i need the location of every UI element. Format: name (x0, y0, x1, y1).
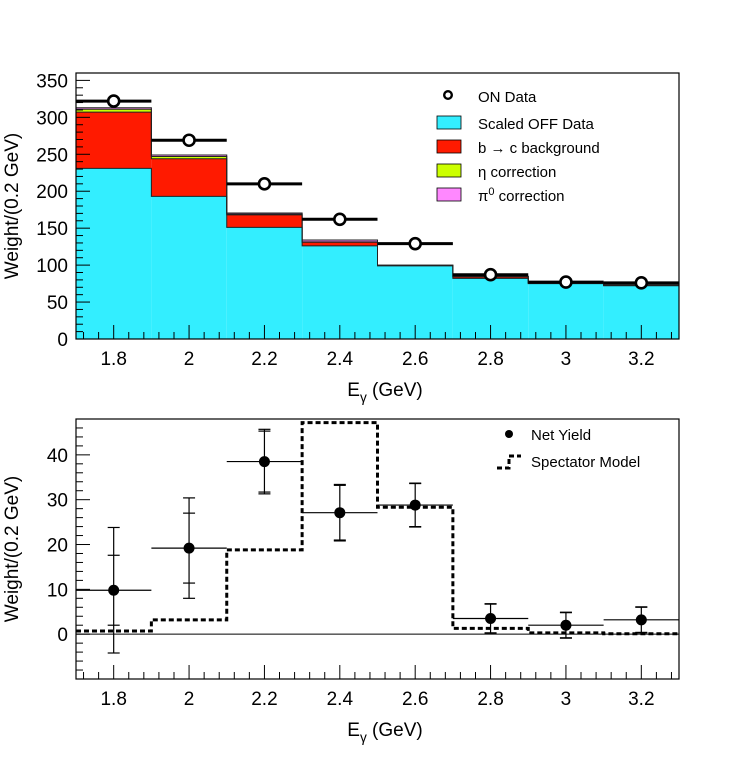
net-yield-point (560, 620, 571, 631)
x-tick-label: 1.8 (100, 349, 126, 370)
on-data-point (184, 135, 195, 146)
legend-label: Scaled OFF Data (478, 116, 595, 133)
x-tick-label: 2.6 (402, 349, 428, 370)
stack-bar-2 (151, 159, 226, 197)
y-tick-label: 350 (36, 71, 68, 92)
net-yield-point (485, 613, 496, 624)
y-axis-title: Weight/(0.2 GeV) (2, 476, 23, 622)
x-tick-label: 2.8 (477, 349, 503, 370)
x-tick-label: 2 (184, 349, 195, 370)
y-tick-label: 250 (36, 145, 68, 166)
y-tick-label: 40 (47, 446, 68, 467)
legend-label: Net Yield (531, 427, 591, 444)
on-data-point (560, 277, 571, 288)
x-tick-label: 2.2 (251, 689, 277, 710)
stack-bar-2 (227, 215, 302, 228)
y-tick-label: 10 (47, 580, 68, 601)
y-tick-label: 150 (36, 219, 68, 240)
stack-bar-1 (151, 196, 226, 339)
legend-swatch (437, 164, 461, 177)
legend-label: ON Data (478, 89, 537, 106)
x-tick-label: 2.8 (477, 689, 503, 710)
y-tick-label: 100 (36, 256, 68, 277)
y-tick-label: 30 (47, 491, 68, 512)
y-tick-label: 0 (57, 625, 68, 646)
x-tick-label: 3.2 (628, 349, 654, 370)
x-tick-label: 3.2 (628, 689, 654, 710)
x-tick-label: 2.2 (251, 349, 277, 370)
on-data-point (108, 96, 119, 107)
stack-bar-2 (302, 242, 377, 246)
on-data-point (410, 238, 421, 249)
legend-swatch (437, 116, 461, 129)
on-data-point (485, 269, 496, 280)
net-yield-point (184, 543, 195, 554)
legend-label: η correction (478, 164, 556, 181)
x-tick-label: 3 (561, 689, 572, 710)
net-yield-point (636, 614, 647, 625)
x-tick-label: 2 (184, 689, 195, 710)
y-tick-label: 200 (36, 182, 68, 203)
net-yield-point (108, 585, 119, 596)
stack-bar-1 (227, 227, 302, 339)
x-tick-label: 3 (561, 349, 572, 370)
x-tick-label: 2.6 (402, 689, 428, 710)
x-tick-label: 1.8 (100, 689, 126, 710)
legend-label: b → c background (478, 140, 600, 157)
legend-label: Spectator Model (531, 454, 640, 471)
y-axis-title: Weight/(0.2 GeV) (2, 133, 23, 279)
y-tick-label: 0 (57, 330, 68, 351)
net-yield-point (259, 456, 270, 467)
stack-bar-2 (76, 112, 151, 168)
on-data-point (636, 277, 647, 288)
net-yield-point (410, 500, 421, 511)
y-tick-label: 20 (47, 536, 68, 557)
x-tick-label: 2.4 (327, 349, 354, 370)
legend-swatch (437, 188, 461, 201)
legend-marker-on-data (444, 91, 452, 99)
on-data-point (259, 178, 270, 189)
stack-bar-1 (76, 168, 151, 339)
legend-swatch (437, 140, 461, 153)
on-data-point (334, 214, 345, 225)
legend-marker-net-yield (505, 430, 513, 438)
x-tick-label: 2.4 (327, 689, 354, 710)
net-yield-point (334, 507, 345, 518)
y-tick-label: 50 (47, 293, 68, 314)
y-tick-label: 300 (36, 108, 68, 129)
